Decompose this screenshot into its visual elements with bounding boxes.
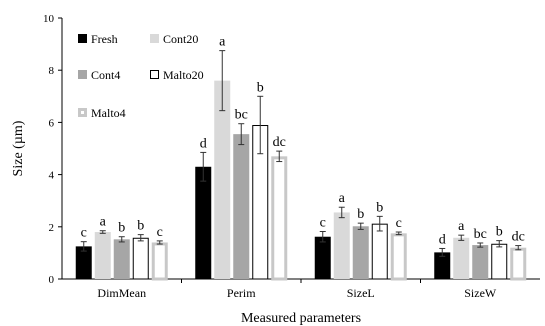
x-tick-label-sizew: SizeW — [464, 286, 497, 300]
legend-swatch-cont20 — [150, 34, 159, 43]
significance-letter: b — [496, 225, 503, 240]
legend-label-fresh: Fresh — [91, 32, 118, 46]
y-tick-label: 8 — [49, 65, 55, 77]
legend-label-malto4: Malto4 — [91, 106, 126, 120]
x-tick-label-dimmean: DimMean — [97, 286, 146, 300]
legend-label-cont4: Cont4 — [91, 68, 120, 82]
legend-swatch-malto4 — [78, 108, 87, 117]
bar-cont20-perim — [214, 80, 231, 279]
significance-letter: a — [100, 215, 107, 230]
y-tick-label: 2 — [49, 222, 55, 234]
bar-malto4-dimmean — [151, 242, 168, 281]
significance-letter: a — [458, 219, 465, 234]
legend-swatch-fresh — [78, 34, 87, 43]
significance-letter: d — [439, 232, 446, 247]
bar-cont20-sizel — [333, 212, 350, 279]
significance-letter: c — [157, 225, 163, 240]
significance-letter: dc — [273, 135, 286, 150]
bar-fresh-perim — [195, 166, 212, 279]
significance-letter: b — [137, 219, 144, 234]
bar-malto4-sizew — [510, 247, 527, 281]
significance-letter: c — [396, 216, 402, 231]
bar-malto20-dimmean — [132, 237, 149, 280]
significance-letter: c — [81, 226, 87, 241]
significance-letter: a — [219, 35, 226, 50]
significance-letter: b — [376, 200, 383, 215]
significance-letter: b — [357, 207, 364, 222]
legend-label-malto20: Malto20 — [163, 68, 204, 82]
bar-cont4-sizel — [352, 226, 369, 279]
significance-letter: b — [118, 221, 125, 236]
bar-malto20-sizel — [371, 223, 388, 280]
x-tick-label-sizel: SizeL — [347, 286, 375, 300]
significance-letter: a — [339, 191, 346, 206]
legend-swatch-malto20 — [150, 70, 159, 79]
bar-fresh-dimmean — [75, 246, 92, 279]
y-tick-label: 10 — [43, 13, 55, 25]
significance-letter: c — [320, 215, 326, 230]
bar-cont20-dimmean — [94, 232, 111, 279]
bar-cont4-perim — [233, 134, 250, 279]
legend-swatch-cont4 — [78, 70, 87, 79]
bar-cont4-dimmean — [113, 239, 130, 279]
y-tick-label: 4 — [49, 170, 55, 182]
legend-label-cont20: Cont20 — [163, 32, 198, 46]
significance-letter: bc — [474, 227, 487, 242]
bar-cont4-sizew — [472, 245, 489, 279]
bar-fresh-sizel — [314, 236, 331, 279]
significance-letter: d — [200, 136, 207, 151]
significance-letter: dc — [512, 230, 525, 245]
y-tick-label: 6 — [49, 117, 55, 129]
y-tick-label: 0 — [49, 274, 55, 286]
bar-malto4-sizel — [390, 233, 407, 281]
legend: Fresh Cont20 Cont4 Malto20 Malto4 — [78, 32, 204, 120]
bar-fresh-sizew — [434, 252, 451, 279]
x-tick-label-perim: Perim — [227, 286, 256, 300]
significance-letter: b — [257, 80, 264, 95]
bar-malto20-sizew — [491, 243, 508, 280]
y-axis-title: Size (µm) — [11, 120, 26, 176]
bar-malto4-perim — [271, 156, 288, 281]
bar-cont20-sizew — [453, 237, 470, 279]
x-axis-title: Measured parameters — [241, 311, 361, 326]
significance-letter: bc — [235, 108, 248, 123]
